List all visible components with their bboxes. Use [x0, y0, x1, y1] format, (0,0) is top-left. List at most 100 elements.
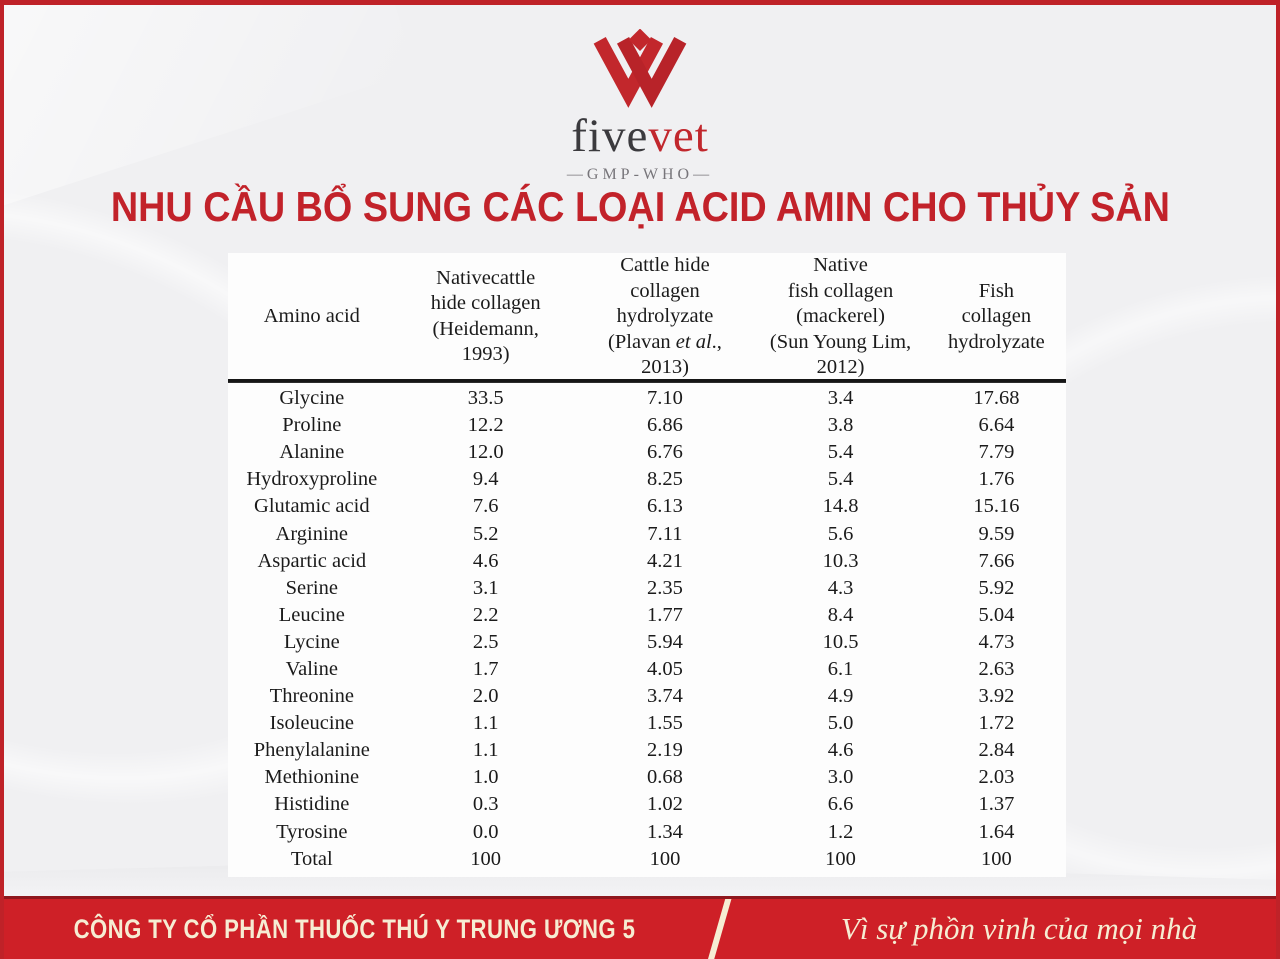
amino-acid-name: Aspartic acid	[257, 549, 367, 572]
footer-company-container: CÔNG TY CỔ PHẦN THUỐC THÚ Y TRUNG ƯƠNG 5	[4, 899, 704, 959]
table-row: Aspartic acid 4.6 4.21 10.3 7.66	[228, 548, 1066, 575]
column-header: Cattle hide collagen hydrolyzate (Plavan et…	[608, 254, 722, 378]
slide-title-container: NHU CẦU BỔ SUNG CÁC LOẠI ACID AMIN CHO T…	[4, 183, 1276, 231]
table-row: Tyrosine 0.0 1.34 1.2 1.64	[228, 819, 1066, 846]
value-cell: 12.2	[467, 414, 504, 437]
amino-acid-name: Alanine	[279, 441, 345, 464]
value-cell: 10.3	[822, 549, 859, 572]
slide-title: NHU CẦU BỔ SUNG CÁC LOẠI ACID AMIN CHO T…	[110, 183, 1170, 230]
value-cell: 4.6	[827, 739, 854, 762]
value-cell: 6.13	[647, 495, 683, 518]
value-cell: 2.84	[978, 739, 1015, 762]
value-cell: 4.3	[827, 576, 854, 599]
value-cell: 4.73	[978, 630, 1015, 653]
brand-five: five	[571, 110, 649, 162]
company-logo: fivevet —GMP-WHO—	[4, 29, 1276, 184]
value-cell: 9.4	[472, 468, 499, 491]
value-cell: 3.4	[827, 387, 854, 410]
table-row: Serine 3.1 2.35 4.3 5.92	[228, 575, 1066, 602]
amino-acid-name: Proline	[282, 414, 342, 437]
value-cell: 7.10	[647, 387, 683, 410]
table-row: Phenylalanine 1.1 2.19 4.6 2.84	[228, 737, 1066, 764]
amino-acid-name: Glutamic acid	[254, 495, 370, 518]
table-header-rule	[228, 379, 1066, 383]
value-cell: 1.64	[978, 820, 1015, 843]
amino-acid-name: Hydroxyproline	[246, 468, 378, 491]
value-cell: 6.6	[827, 793, 854, 816]
value-cell: 6.86	[647, 414, 683, 437]
value-cell: 12.0	[467, 441, 504, 464]
value-cell: 1.77	[647, 603, 683, 626]
table-body: Glycine 33.5 7.10 3.4 17.68 Proline 12.2 6.86 3.…	[228, 383, 1066, 873]
value-cell: 5.6	[827, 522, 854, 545]
value-cell: 1.76	[978, 468, 1015, 491]
value-cell: 5.04	[978, 603, 1015, 626]
value-cell: 1.55	[647, 712, 683, 735]
value-cell: 7.66	[978, 549, 1015, 572]
value-cell: 15.16	[973, 495, 1020, 518]
column-header: Amino acid	[263, 305, 360, 327]
value-cell: 7.11	[647, 522, 683, 545]
amino-acid-name: Methionine	[264, 766, 360, 789]
value-cell: 3.8	[827, 414, 854, 437]
amino-acid-name: Lycine	[283, 630, 340, 653]
amino-acid-name: Serine	[285, 576, 338, 599]
amino-acid-name: Phenylalanine	[253, 739, 370, 762]
value-cell: 7.79	[978, 441, 1015, 464]
footer-top-line	[4, 896, 1276, 899]
value-cell: 10.5	[822, 630, 859, 653]
value-cell: 5.2	[472, 522, 499, 545]
table-row: Methionine 1.0 0.68 3.0 2.03	[228, 764, 1066, 791]
amino-acid-name: Tyrosine	[276, 820, 348, 843]
table-row: Histidine 0.3 1.02 6.6 1.37	[228, 791, 1066, 818]
amino-acid-name: Leucine	[278, 603, 345, 626]
table-row: Hydroxyproline 9.4 8.25 5.4 1.76	[228, 466, 1066, 493]
table-row: Leucine 2.2 1.77 8.4 5.04	[228, 602, 1066, 629]
amino-acid-name: Total	[290, 847, 333, 870]
value-cell: 6.64	[978, 414, 1015, 437]
amino-acid-name: Threonine	[269, 685, 354, 708]
table-row: Isoleucine 1.1 1.55 5.0 1.72	[228, 710, 1066, 737]
table-row: Valine 1.7 4.05 6.1 2.63	[228, 656, 1066, 683]
value-cell: 4.05	[647, 657, 683, 680]
footer-slogan: Vì sự phồn vinh của mọi nhà	[840, 911, 1198, 946]
footer-company-name: CÔNG TY CỔ PHẦN THUỐC THÚ Y TRUNG ƯƠNG 5	[73, 913, 635, 944]
value-cell: 5.0	[827, 712, 854, 735]
table-row: Alanine 12.0 6.76 5.4 7.79	[228, 439, 1066, 466]
value-cell: 100	[649, 847, 681, 870]
value-cell: 2.03	[978, 766, 1015, 789]
column-header: Nativecattle hide collagen (Heidemann, 1993…	[430, 266, 541, 366]
amino-acid-name: Arginine	[275, 522, 349, 545]
column-header: Fish collagen hydrolyzate	[948, 279, 1045, 353]
value-cell: 2.0	[472, 685, 499, 708]
value-cell: 100	[825, 847, 856, 870]
value-cell: 33.5	[467, 387, 504, 410]
value-cell: 5.4	[827, 468, 854, 491]
value-cell: 2.19	[647, 739, 683, 762]
value-cell: 17.68	[973, 387, 1020, 410]
value-cell: 7.6	[472, 495, 499, 518]
value-cell: 1.34	[647, 820, 683, 843]
amino-acid-name: Valine	[285, 657, 338, 680]
value-cell: 100	[470, 847, 502, 870]
value-cell: 1.1	[472, 712, 499, 735]
amino-acid-name: Glycine	[279, 387, 345, 410]
value-cell: 100	[981, 847, 1012, 870]
value-cell: 5.4	[827, 441, 854, 464]
table-header-row: Amino acid Nativecattle hide collagen (Heid…	[228, 253, 1066, 379]
value-cell: 0.0	[472, 820, 499, 843]
value-cell: 1.37	[978, 793, 1015, 816]
table-row: Total 100 100 100 100	[228, 846, 1066, 873]
value-cell: 3.92	[978, 685, 1015, 708]
amino-acid-name: Histidine	[274, 793, 350, 816]
table-row: Proline 12.2 6.86 3.8 6.64	[228, 412, 1066, 439]
value-cell: 2.5	[472, 630, 499, 653]
table-row: Glycine 33.5 7.10 3.4 17.68	[228, 385, 1066, 412]
value-cell: 5.94	[647, 630, 683, 653]
value-cell: 6.76	[647, 441, 683, 464]
value-cell: 1.0	[472, 766, 499, 789]
value-cell: 8.4	[827, 603, 854, 626]
value-cell: 5.92	[978, 576, 1015, 599]
brand-vet: vet	[648, 110, 709, 162]
